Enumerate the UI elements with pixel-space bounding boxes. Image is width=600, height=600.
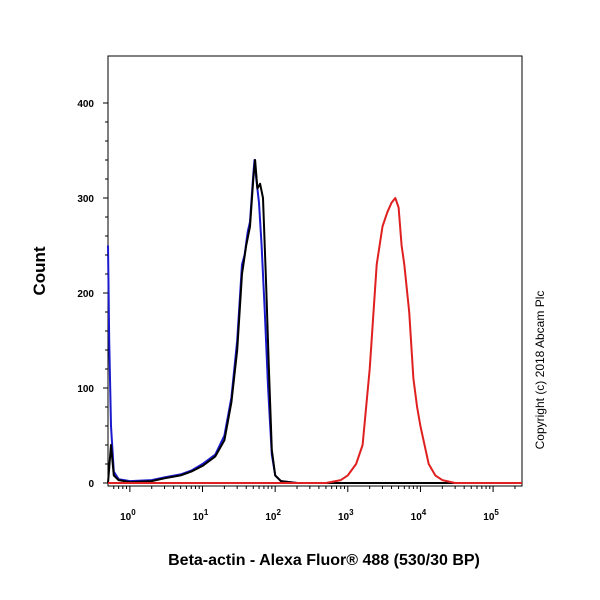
copyright-notice: Copyright (c) 2018 Abcam Plc: [533, 291, 547, 450]
series-layer: [107, 159, 522, 484]
x-axis-title: Beta-actin - Alexa Fluor® 488 (530/30 BP…: [168, 552, 480, 569]
x-tick-label: 100: [120, 508, 136, 523]
y-tick-label: 0: [88, 479, 94, 490]
y-tick-label: 200: [77, 289, 94, 300]
x-tick-label: 104: [411, 508, 427, 523]
x-tick-label: 102: [265, 508, 281, 523]
x-tick-label: 103: [338, 508, 354, 523]
y-tick-label: 400: [77, 99, 94, 110]
y-axis: 0 100 200 300 400: [77, 99, 108, 490]
series-line-0: [107, 159, 522, 484]
x-tick-label: 101: [193, 508, 209, 523]
y-axis-title: Count: [30, 246, 49, 295]
series-line-1: [107, 159, 522, 484]
y-tick-label: 300: [77, 194, 94, 205]
x-tick-label: 105: [483, 508, 499, 523]
series-line-2: [108, 197, 522, 484]
plot-frame: [107, 55, 523, 487]
x-axis: 100 101 102 103 104 105: [113, 486, 516, 523]
y-tick-label: 100: [77, 384, 94, 395]
